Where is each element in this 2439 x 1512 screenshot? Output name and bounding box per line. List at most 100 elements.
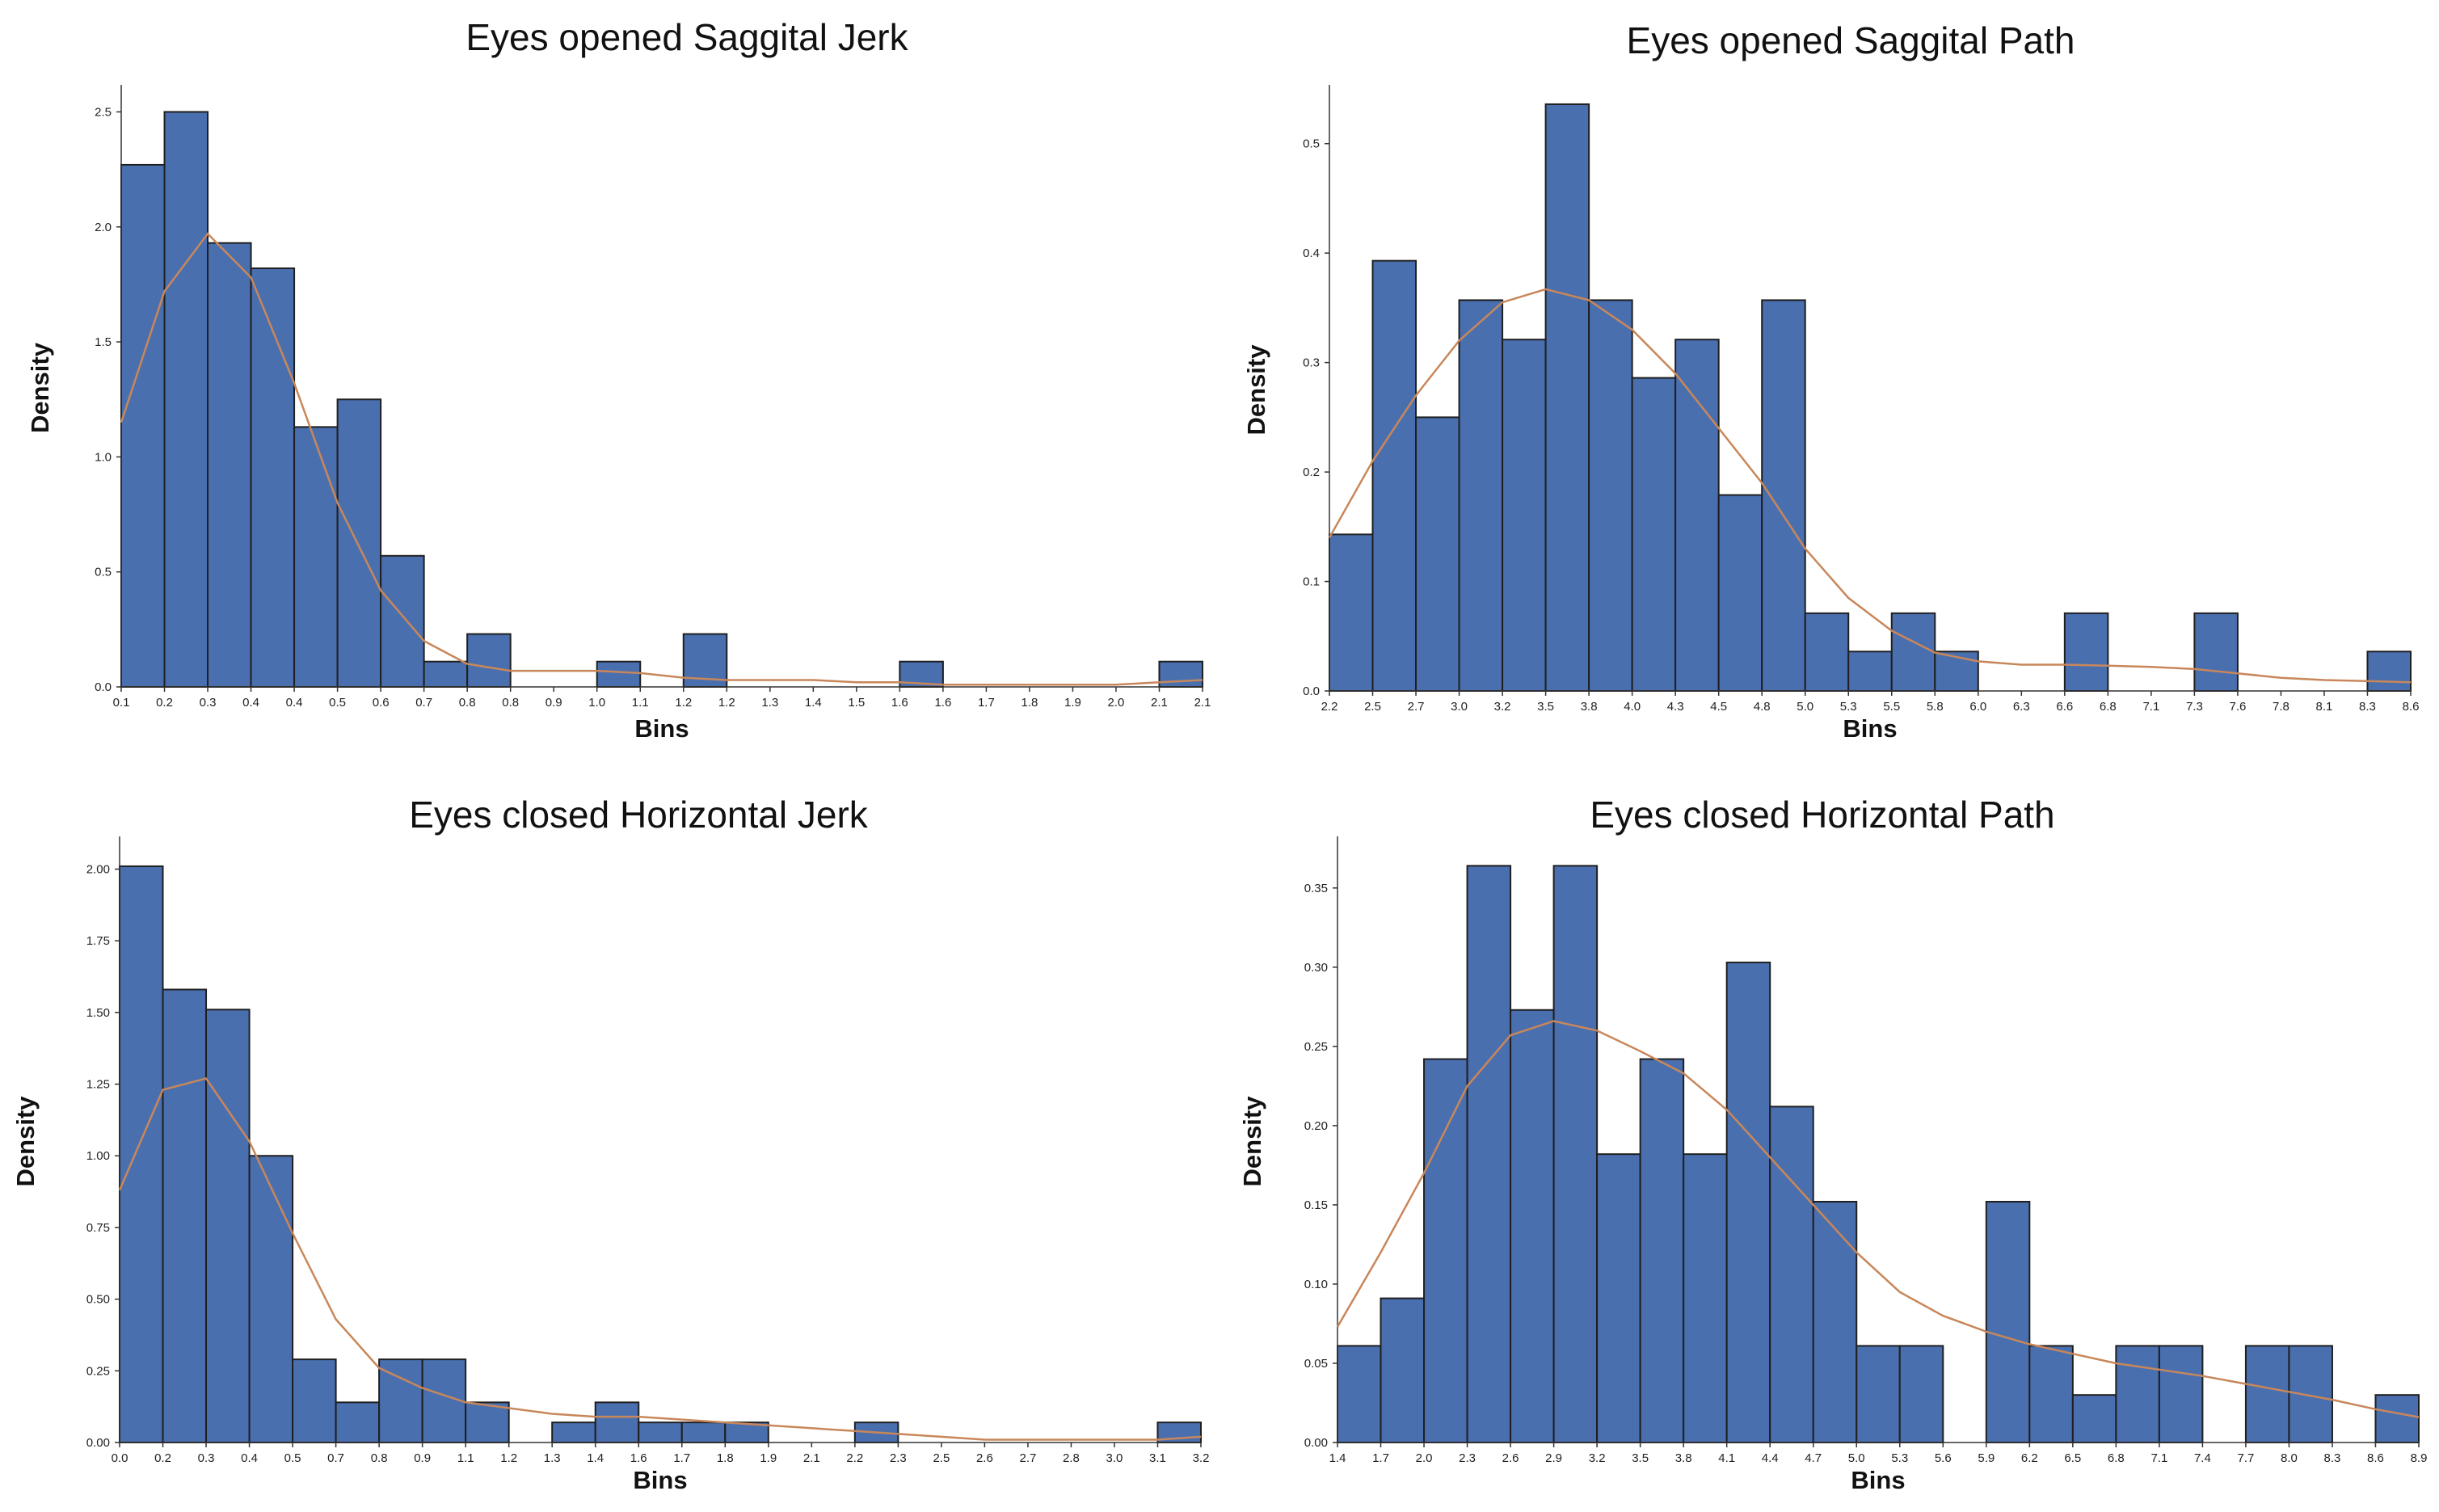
x-tick-label: 2.2 bbox=[1321, 700, 1338, 714]
x-tick-label: 6.2 bbox=[2021, 1451, 2038, 1465]
x-tick-label: 1.3 bbox=[544, 1451, 561, 1465]
x-tick-label: 3.5 bbox=[1632, 1451, 1649, 1465]
x-tick-label: 1.4 bbox=[587, 1451, 604, 1465]
y-tick-label: 0.5 bbox=[95, 566, 112, 579]
histogram-bar bbox=[2115, 1345, 2160, 1443]
x-tick-label: 0.1 bbox=[113, 696, 130, 710]
histogram-bar bbox=[2158, 1345, 2204, 1443]
x-tick-label: 2.9 bbox=[1545, 1451, 1562, 1465]
x-tick-label: 4.0 bbox=[1624, 700, 1641, 714]
x-tick-label: 4.7 bbox=[1805, 1451, 1822, 1465]
y-tick-label: 0.5 bbox=[1303, 137, 1320, 151]
x-tick-label: 1.2 bbox=[675, 696, 692, 710]
y-tick-label: 1.5 bbox=[95, 335, 112, 349]
x-tick-label: 4.5 bbox=[1710, 700, 1727, 714]
x-tick-label: 0.5 bbox=[284, 1451, 301, 1465]
x-tick-label: 6.3 bbox=[2013, 700, 2030, 714]
y-tick-label: 0.50 bbox=[86, 1293, 110, 1307]
x-tick-label: 7.3 bbox=[2186, 700, 2203, 714]
x-tick-label: 4.8 bbox=[1754, 700, 1771, 714]
histogram-bar bbox=[680, 1421, 727, 1443]
x-tick-label: 0.4 bbox=[242, 696, 259, 710]
y-tick-label: 0.15 bbox=[1304, 1198, 1328, 1212]
x-tick-label: 5.9 bbox=[1978, 1451, 1995, 1465]
histogram-bar bbox=[205, 1009, 251, 1444]
x-tick-label: 0.7 bbox=[415, 696, 432, 710]
chart-title: Eyes opened Saggital Path bbox=[1627, 19, 2075, 61]
chart-panel-1: Eyes opened Saggital Jerk 0.0 0.5 1.0 1.5 2.0… bbox=[26, 16, 1211, 743]
x-tick-label: 0.8 bbox=[502, 696, 519, 710]
x-tick-label: 1.0 bbox=[588, 696, 605, 710]
density-curve bbox=[1328, 288, 2412, 684]
histogram-bar bbox=[2288, 1345, 2333, 1443]
histogram-bar bbox=[2028, 1345, 2074, 1443]
chart-title: Eyes closed Horizontal Jerk bbox=[409, 794, 869, 836]
y-tick-label: 0.4 bbox=[1303, 246, 1320, 260]
density-curve bbox=[120, 232, 1203, 686]
x-tick-label: 0.7 bbox=[327, 1451, 344, 1465]
x-tick-label: 0.8 bbox=[459, 696, 476, 710]
x-tick-label: 3.0 bbox=[1106, 1451, 1123, 1465]
histogram-bar bbox=[551, 1421, 596, 1443]
x-tick-label: 2.6 bbox=[1502, 1451, 1519, 1465]
histogram-bar bbox=[119, 865, 164, 1443]
x-tick-label: 8.6 bbox=[2367, 1451, 2384, 1465]
y-tick-label: 0.00 bbox=[86, 1436, 110, 1450]
histogram-bar bbox=[1158, 660, 1203, 689]
x-tick-label: 2.5 bbox=[1364, 700, 1381, 714]
x-tick-label: 3.8 bbox=[1581, 700, 1598, 714]
histogram-bar bbox=[1847, 651, 1893, 693]
histogram-bar bbox=[1502, 339, 1547, 692]
x-tick-label: 4.1 bbox=[1718, 1451, 1735, 1465]
y-tick-label: 0.25 bbox=[86, 1364, 110, 1378]
y-tick-label: 0.25 bbox=[1304, 1040, 1328, 1054]
histogram-bar bbox=[1380, 1297, 1426, 1444]
x-tick-label: 6.5 bbox=[2064, 1451, 2081, 1465]
histogram-bar bbox=[466, 633, 512, 688]
x-tick-label: 2.7 bbox=[1408, 700, 1425, 714]
x-tick-label: 1.6 bbox=[934, 696, 951, 710]
histogram-bar bbox=[2063, 612, 2109, 692]
y-tick-label: 0.75 bbox=[86, 1221, 110, 1235]
histogram-bar bbox=[1596, 1153, 1641, 1443]
histogram-bar bbox=[1674, 339, 1720, 692]
y-tick-label: 0.00 bbox=[1304, 1436, 1328, 1450]
x-tick-label: 0.9 bbox=[414, 1451, 431, 1465]
histogram-bar bbox=[1890, 612, 1936, 692]
x-tick-label: 7.6 bbox=[2229, 700, 2246, 714]
x-tick-label: 0.5 bbox=[329, 696, 346, 710]
histogram-bar bbox=[1761, 299, 1806, 692]
histogram-bar bbox=[596, 660, 642, 689]
x-tick-label: 0.9 bbox=[546, 696, 562, 710]
x-tick-label: 1.7 bbox=[978, 696, 995, 710]
chart-panel-4: Eyes closed Horizontal Path 0.00 0.05 0.10 0… bbox=[1238, 794, 2427, 1494]
histogram-bar bbox=[1588, 299, 1633, 692]
y-tick-label: 0.10 bbox=[1304, 1278, 1328, 1291]
x-tick-label: 0.8 bbox=[371, 1451, 388, 1465]
density-curve bbox=[118, 1077, 1202, 1441]
x-tick-label: 4.3 bbox=[1667, 700, 1684, 714]
histogram-bar bbox=[2374, 1394, 2420, 1443]
y-tick-label: 0.0 bbox=[95, 680, 112, 694]
histogram-bar bbox=[120, 163, 166, 688]
y-tick-label: 0.2 bbox=[1303, 465, 1320, 479]
x-axis-label: Bins bbox=[634, 714, 689, 743]
x-tick-label: 6.6 bbox=[2056, 700, 2073, 714]
x-tick-label: 1.7 bbox=[673, 1451, 690, 1465]
histogram-bar bbox=[1415, 416, 1460, 692]
x-tick-label: 2.7 bbox=[1019, 1451, 1036, 1465]
histogram-bar bbox=[1804, 612, 1850, 692]
histogram-bar bbox=[1466, 865, 1512, 1443]
x-tick-label: 8.9 bbox=[2411, 1451, 2428, 1465]
x-tick-label: 0.3 bbox=[200, 696, 217, 710]
x-tick-label: 2.0 bbox=[1416, 1451, 1433, 1465]
x-tick-label: 5.8 bbox=[1927, 700, 1944, 714]
histogram-bar bbox=[248, 1155, 294, 1443]
x-tick-label: 0.4 bbox=[286, 696, 303, 710]
y-tick-label: 1.50 bbox=[86, 1006, 110, 1020]
x-tick-label: 5.3 bbox=[1891, 1451, 1908, 1465]
x-tick-label: 2.6 bbox=[976, 1451, 993, 1465]
chart-panel-2: Eyes opened Saggital Path 0.0 0.1 0.2 0.3 0.4… bbox=[1242, 19, 2419, 743]
histogram-bar bbox=[1898, 1345, 1944, 1443]
y-axis-label: Density bbox=[1238, 1096, 1266, 1187]
